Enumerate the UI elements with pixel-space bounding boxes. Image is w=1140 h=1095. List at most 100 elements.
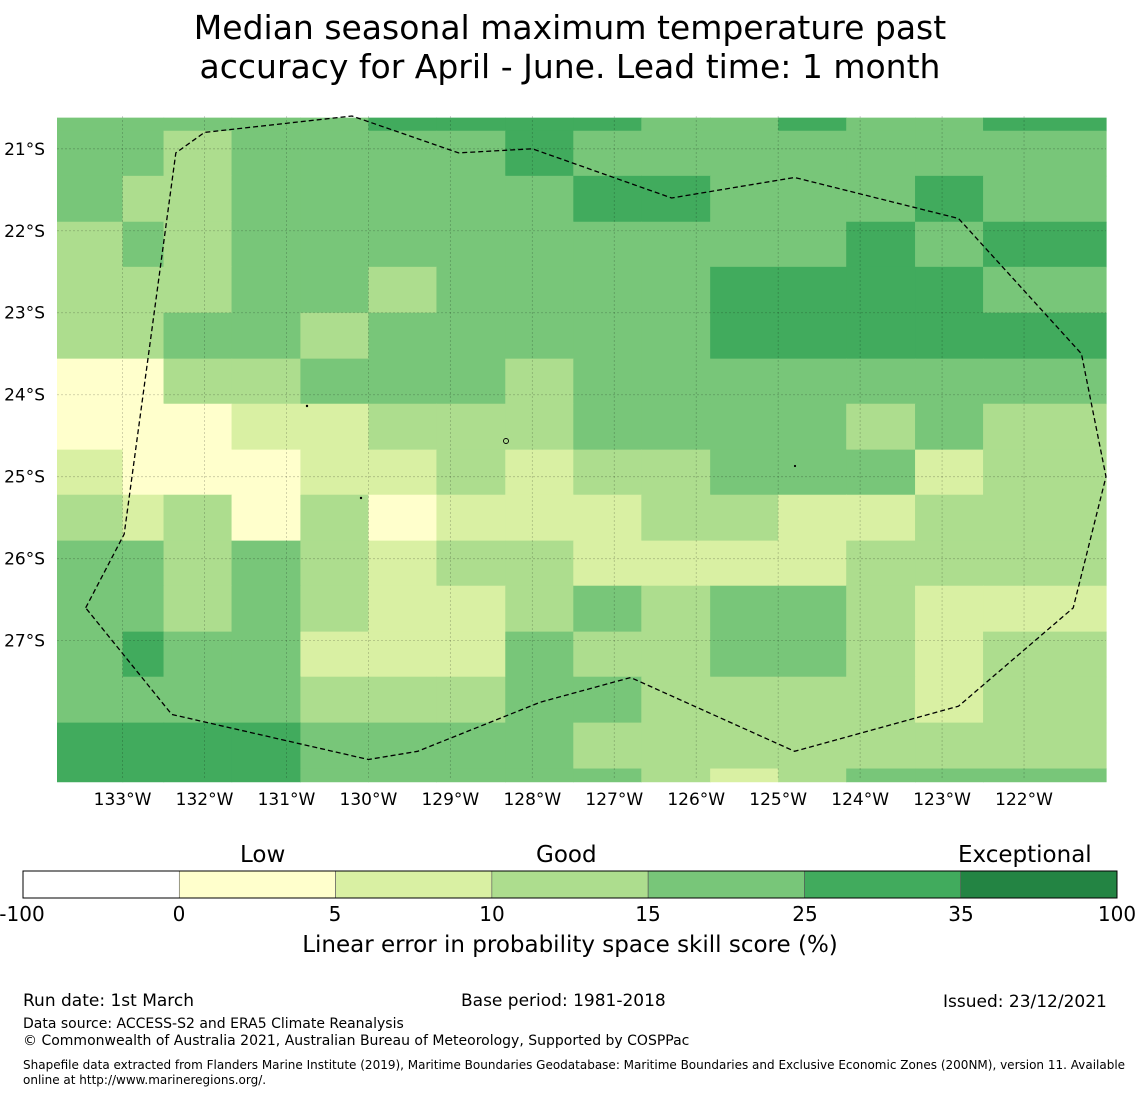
skill-cell bbox=[983, 585, 1107, 633]
skill-cell bbox=[846, 768, 916, 783]
skill-cell bbox=[710, 312, 779, 360]
skill-cell bbox=[710, 768, 779, 783]
skill-cell bbox=[573, 266, 642, 314]
colorbar-category-low: Low bbox=[240, 842, 286, 868]
skill-cell bbox=[573, 494, 642, 542]
skill-cell bbox=[573, 722, 642, 770]
skill-cell bbox=[778, 631, 847, 678]
skill-cell bbox=[846, 494, 916, 542]
skill-cell bbox=[983, 676, 1107, 724]
skill-cell bbox=[300, 540, 370, 587]
skill-cell bbox=[163, 266, 233, 314]
skill-cell bbox=[57, 312, 124, 360]
skill-cell bbox=[846, 631, 916, 678]
skill-cell bbox=[641, 449, 711, 496]
skill-cell bbox=[641, 768, 711, 783]
skill-cell bbox=[778, 676, 847, 724]
skill-cell bbox=[915, 312, 984, 360]
skill-cell bbox=[368, 403, 438, 451]
skill-cell bbox=[710, 494, 779, 542]
skill-cell bbox=[122, 768, 165, 783]
skill-cell bbox=[122, 676, 165, 724]
skill-cell bbox=[778, 312, 847, 360]
skill-cell bbox=[505, 130, 574, 177]
skill-cell bbox=[915, 221, 984, 268]
skill-cell bbox=[231, 540, 302, 587]
skill-cell bbox=[368, 266, 438, 314]
skill-cell bbox=[915, 540, 984, 587]
skill-cell bbox=[57, 117, 124, 132]
skill-cell bbox=[163, 449, 233, 496]
map-title-line-1: Median seasonal maximum temperature past bbox=[193, 8, 947, 47]
skill-cell bbox=[57, 449, 124, 496]
skill-cell bbox=[368, 722, 438, 770]
skill-cell bbox=[122, 631, 165, 678]
skill-cell bbox=[846, 449, 916, 496]
skill-cell bbox=[641, 312, 711, 360]
skill-cell bbox=[57, 676, 124, 724]
skill-cell bbox=[163, 494, 233, 542]
skill-cell bbox=[778, 585, 847, 633]
colorbar-swatch bbox=[178, 870, 336, 899]
skill-cell bbox=[915, 676, 984, 724]
skill-cell bbox=[983, 631, 1107, 678]
skill-cell bbox=[57, 221, 124, 268]
skill-cell bbox=[122, 403, 165, 451]
longitude-tick-label: 126°W bbox=[667, 790, 725, 810]
skill-cell bbox=[710, 221, 779, 268]
skill-cell bbox=[300, 312, 370, 360]
skill-cell bbox=[573, 449, 642, 496]
colorbar-category-exceptional: Exceptional bbox=[958, 842, 1092, 868]
skill-cell bbox=[231, 117, 302, 132]
skill-cell bbox=[57, 175, 124, 223]
skill-cell bbox=[436, 117, 506, 132]
skill-cell bbox=[505, 117, 574, 132]
skill-cell bbox=[778, 358, 847, 405]
skill-cell bbox=[436, 403, 506, 451]
longitude-tick-label: 123°W bbox=[913, 790, 971, 810]
skill-cell bbox=[368, 631, 438, 678]
skill-cell bbox=[778, 117, 847, 132]
colorbar-swatch bbox=[22, 870, 180, 899]
skill-cell bbox=[368, 494, 438, 542]
skill-cell bbox=[983, 722, 1107, 770]
skill-cell bbox=[573, 768, 642, 783]
skill-cell bbox=[163, 221, 233, 268]
skill-cell bbox=[57, 266, 124, 314]
skill-cell bbox=[710, 676, 779, 724]
latitude-tick-label: 23°S bbox=[4, 304, 45, 324]
latitude-tick-label: 21°S bbox=[4, 140, 45, 160]
skill-cell bbox=[300, 722, 370, 770]
skill-cell bbox=[300, 130, 370, 177]
skill-cell bbox=[846, 540, 916, 587]
skill-cell bbox=[163, 631, 233, 678]
skill-cell bbox=[983, 175, 1107, 223]
skill-cell bbox=[505, 221, 574, 268]
longitude-tick-label: 130°W bbox=[340, 790, 398, 810]
skill-cell bbox=[505, 266, 574, 314]
skill-cell bbox=[915, 449, 984, 496]
skill-cell bbox=[505, 585, 574, 633]
skill-cell bbox=[57, 130, 124, 177]
skill-cell bbox=[573, 631, 642, 678]
skill-cell bbox=[436, 221, 506, 268]
skill-grid bbox=[57, 117, 1107, 783]
skill-cell bbox=[163, 130, 233, 177]
colorbar-tick-label: 35 bbox=[948, 902, 974, 926]
skill-cell bbox=[983, 130, 1107, 177]
skill-cell bbox=[983, 768, 1107, 783]
skill-cell bbox=[57, 722, 124, 770]
shapefile-credit-line-1: Shapefile data extracted from Flanders M… bbox=[23, 1058, 1126, 1072]
colorbar-tick-label: 25 bbox=[792, 902, 818, 926]
islands bbox=[305, 404, 797, 500]
base-period: Base period: 1981-2018 bbox=[461, 991, 666, 1011]
data-source: Data source: ACCESS-S2 and ERA5 Climate … bbox=[23, 1016, 404, 1032]
colorbar-swatch bbox=[335, 870, 493, 899]
skill-cell bbox=[163, 768, 233, 783]
skill-cell bbox=[778, 768, 847, 783]
colorbar-label: Linear error in probability space skill … bbox=[302, 932, 838, 958]
skill-cell bbox=[641, 117, 711, 132]
skill-cell bbox=[57, 358, 124, 405]
skill-cell bbox=[778, 403, 847, 451]
skill-cell bbox=[846, 117, 916, 132]
